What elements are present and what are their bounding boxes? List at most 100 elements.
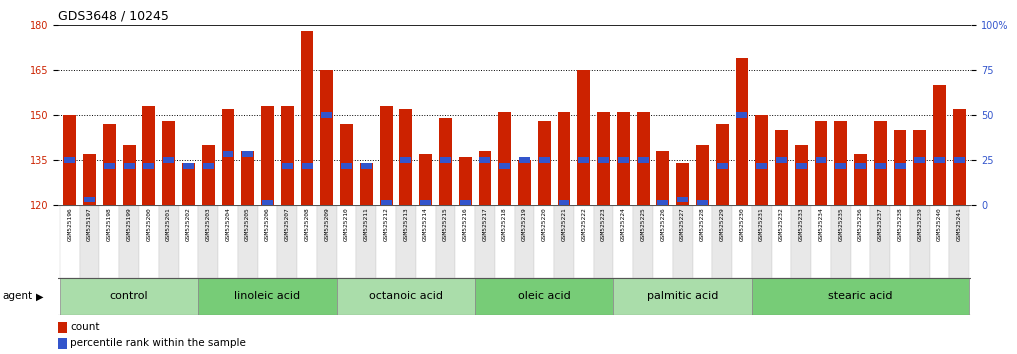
Text: oleic acid: oleic acid <box>518 291 571 302</box>
Bar <box>257 205 278 278</box>
Text: GSM525209: GSM525209 <box>324 207 330 241</box>
Text: stearic acid: stearic acid <box>828 291 893 302</box>
Text: palmitic acid: palmitic acid <box>647 291 718 302</box>
Bar <box>638 158 649 163</box>
Bar <box>222 109 234 205</box>
Bar <box>716 124 728 205</box>
Bar <box>910 205 930 278</box>
Bar <box>613 205 634 278</box>
Text: GSM525201: GSM525201 <box>166 207 171 241</box>
Bar <box>871 205 890 278</box>
Bar <box>954 158 965 163</box>
Text: GSM525212: GSM525212 <box>383 207 388 241</box>
Bar <box>297 205 317 278</box>
Text: GSM525196: GSM525196 <box>67 207 72 241</box>
Text: GSM525223: GSM525223 <box>601 207 606 241</box>
Bar <box>379 106 393 205</box>
Bar <box>420 200 431 205</box>
Bar <box>84 196 95 202</box>
Bar <box>440 158 451 163</box>
Bar <box>63 115 76 205</box>
Bar <box>913 130 926 205</box>
Bar <box>281 106 294 205</box>
Text: GSM525217: GSM525217 <box>482 207 487 241</box>
Bar <box>717 164 727 169</box>
Bar <box>143 164 155 169</box>
Text: GSM525215: GSM525215 <box>443 207 447 241</box>
Bar <box>795 164 806 169</box>
Text: control: control <box>110 291 148 302</box>
Bar <box>598 158 609 163</box>
Text: GSM525211: GSM525211 <box>364 207 369 241</box>
Bar <box>64 158 75 163</box>
Bar <box>83 154 96 205</box>
Bar <box>855 164 866 169</box>
Bar <box>282 164 293 169</box>
Text: GSM525208: GSM525208 <box>304 207 309 241</box>
Bar <box>930 205 950 278</box>
Text: GSM525241: GSM525241 <box>957 207 962 241</box>
Bar <box>693 205 712 278</box>
Bar <box>340 124 353 205</box>
Bar <box>752 205 772 278</box>
Text: GSM525228: GSM525228 <box>700 207 705 241</box>
Bar <box>201 145 215 205</box>
Bar <box>183 164 194 169</box>
Text: GSM525239: GSM525239 <box>917 207 922 241</box>
Bar <box>890 205 910 278</box>
Text: GSM525221: GSM525221 <box>561 207 566 241</box>
Bar <box>538 121 550 205</box>
Text: GSM525210: GSM525210 <box>344 207 349 241</box>
Bar <box>218 205 238 278</box>
Text: GSM525240: GSM525240 <box>937 207 942 241</box>
Text: GSM525199: GSM525199 <box>127 207 131 241</box>
Bar <box>139 205 159 278</box>
Text: GSM525232: GSM525232 <box>779 207 784 241</box>
Bar <box>875 164 886 169</box>
Bar <box>934 85 946 205</box>
Bar <box>835 164 846 169</box>
Bar <box>617 112 630 205</box>
Bar <box>104 164 115 169</box>
Bar <box>321 112 333 118</box>
Bar <box>677 196 689 202</box>
Bar <box>534 205 554 278</box>
Bar <box>637 112 650 205</box>
Bar <box>676 163 690 205</box>
Bar <box>795 145 807 205</box>
Bar <box>439 118 452 205</box>
Text: agent: agent <box>2 291 33 302</box>
Bar <box>578 70 590 205</box>
Bar <box>163 121 175 205</box>
Bar <box>752 278 969 315</box>
Bar <box>60 278 198 315</box>
Bar <box>597 112 610 205</box>
Bar <box>953 109 966 205</box>
Bar <box>223 152 234 157</box>
Bar <box>301 31 313 205</box>
Bar <box>914 158 925 163</box>
Text: linoleic acid: linoleic acid <box>235 291 301 302</box>
Bar <box>776 158 787 163</box>
Bar <box>142 106 156 205</box>
Bar <box>79 205 100 278</box>
Bar <box>735 58 749 205</box>
Bar <box>579 158 589 163</box>
Text: GSM525220: GSM525220 <box>542 207 547 241</box>
Bar <box>278 205 297 278</box>
Text: octanoic acid: octanoic acid <box>369 291 442 302</box>
Text: GSM525203: GSM525203 <box>205 207 211 241</box>
Text: GSM525230: GSM525230 <box>739 207 744 241</box>
Bar <box>515 205 534 278</box>
Bar <box>119 205 139 278</box>
Text: GSM525207: GSM525207 <box>285 207 290 241</box>
Bar <box>419 154 432 205</box>
Bar <box>874 121 887 205</box>
Text: GSM525236: GSM525236 <box>858 207 863 241</box>
Bar <box>182 163 195 205</box>
Bar <box>320 70 334 205</box>
Bar <box>60 205 79 278</box>
Bar <box>498 112 512 205</box>
Bar <box>775 130 788 205</box>
Bar <box>400 109 412 205</box>
